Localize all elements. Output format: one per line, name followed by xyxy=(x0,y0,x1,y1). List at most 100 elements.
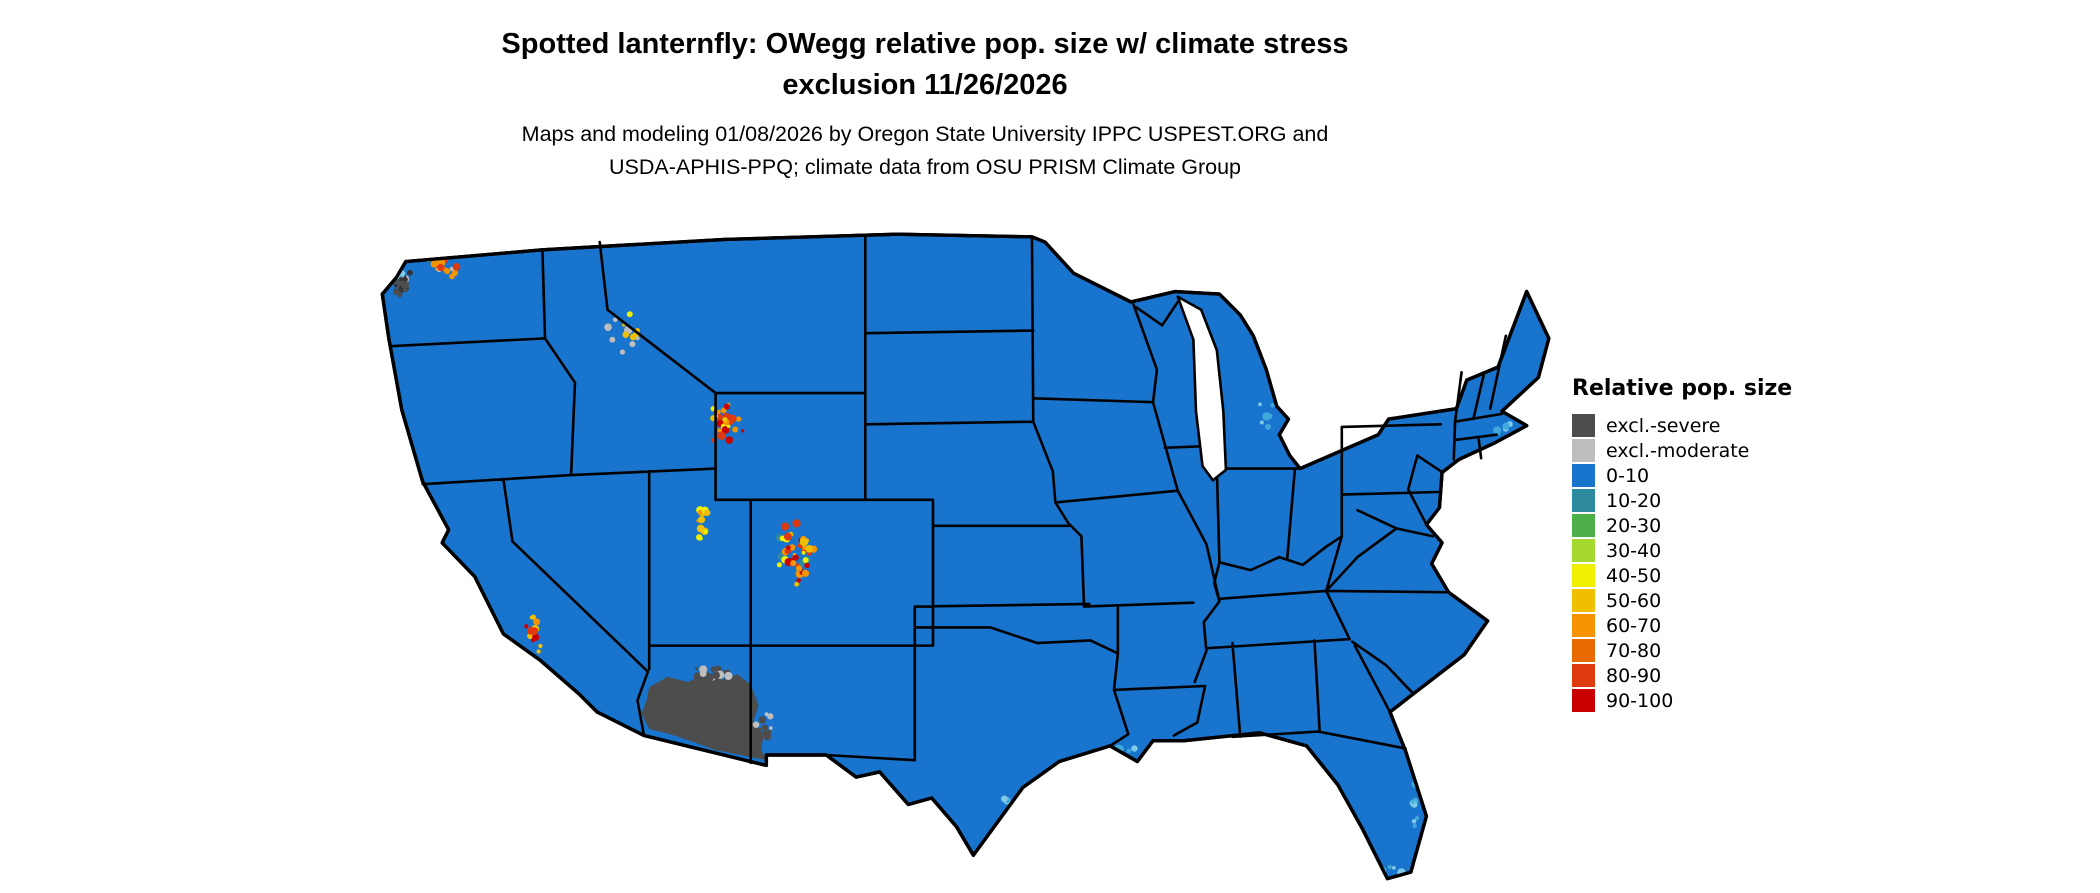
speckle-wa-north-cascades xyxy=(434,252,438,257)
legend-row: 0-10 xyxy=(1572,463,1792,488)
legend-swatch xyxy=(1572,589,1595,612)
conus-outline xyxy=(380,232,1551,881)
attribution-line-2: USDA-APHIS-PPQ; climate data from OSU PR… xyxy=(608,155,1242,180)
legend-swatch xyxy=(1572,539,1595,562)
speckle-id-mt-bitterroots xyxy=(612,317,618,323)
speckle-ut-wasatch xyxy=(703,509,711,516)
legend-row: excl.-severe xyxy=(1572,413,1792,438)
legend-swatch xyxy=(1572,439,1595,462)
speckle-id-mt-bitterroots xyxy=(626,311,633,318)
legend-label: 90-100 xyxy=(1606,689,1674,712)
legend-label: 10-20 xyxy=(1606,489,1662,512)
speckle-ut-wasatch xyxy=(700,526,705,531)
speckle-cape-cod-blue xyxy=(1502,422,1510,430)
speckle-ca-sierra-socal xyxy=(538,643,543,649)
speckle-wa-north-cascades xyxy=(437,263,445,272)
speckle-id-mt-bitterroots xyxy=(635,336,640,341)
legend-row: 10-20 xyxy=(1572,488,1792,513)
legend-row: 90-100 xyxy=(1572,688,1792,713)
map-attribution: Maps and modeling 01/08/2026 by Oregon S… xyxy=(0,118,1850,185)
speckle-la-gulf-coast-blue xyxy=(1126,748,1132,754)
speckle-id-mt-bitterroots xyxy=(622,331,630,338)
speckle-wy-yellowstone xyxy=(729,414,737,423)
speckle-id-mt-bitterroots xyxy=(629,341,636,348)
speckle-az-mogollon-gray xyxy=(712,671,720,679)
speckle-co-rockies xyxy=(802,557,809,564)
legend-row: excl.-moderate xyxy=(1572,438,1792,463)
raster-speckles xyxy=(391,252,1513,877)
speckle-ca-sierra-socal xyxy=(533,618,541,626)
speckle-co-rockies xyxy=(781,522,790,531)
speckle-la-gulf-coast-blue xyxy=(1131,745,1138,752)
speckle-mi-lakeshore-blue xyxy=(1258,402,1262,407)
speckle-wa-olympics-dark xyxy=(401,280,410,289)
speckle-id-mt-bitterroots xyxy=(629,333,637,341)
speckle-ca-sierra-socal xyxy=(530,614,536,620)
speckle-tx-coast-blue xyxy=(1000,795,1008,803)
speckle-ut-wasatch xyxy=(703,529,708,534)
speckle-mi-lakeshore-blue xyxy=(1266,413,1273,420)
speckle-id-mt-bitterroots xyxy=(619,349,626,355)
speckle-co-rockies xyxy=(796,578,801,583)
legend-swatch xyxy=(1572,414,1595,437)
page-title: Spotted lanternfly: OWegg relative pop. … xyxy=(0,24,1850,105)
speckle-az-mogollon-gray xyxy=(706,673,715,681)
speckle-fl-keys-blue xyxy=(1387,864,1392,870)
speckle-nm-south-gray xyxy=(758,716,767,724)
speckle-co-rockies xyxy=(792,554,799,561)
speckle-co-rockies xyxy=(790,559,797,566)
speckle-nm-south-gray xyxy=(752,721,760,728)
legend-swatch xyxy=(1572,489,1595,512)
speckle-wy-yellowstone xyxy=(740,429,745,433)
legend-entries: excl.-severe excl.-moderate 0-10 10-20 20-30… xyxy=(1572,413,1792,713)
speckle-wy-yellowstone xyxy=(717,409,721,414)
speckle-nm-south-gray xyxy=(762,730,769,737)
speckle-mi-lakeshore-blue xyxy=(1265,423,1271,430)
speckle-fl-east-coast-blue xyxy=(1412,823,1417,829)
legend-label: 50-60 xyxy=(1606,589,1662,612)
speckle-co-rockies xyxy=(776,562,782,568)
legend-row: 50-60 xyxy=(1572,588,1792,613)
exclusion-severe-zone xyxy=(641,671,767,761)
speckle-co-rockies xyxy=(792,519,801,528)
state-borders xyxy=(388,235,1508,765)
legend-row: 70-80 xyxy=(1572,638,1792,663)
speckle-nm-south-gray xyxy=(769,726,773,730)
map-legend: Relative pop. size excl.-severe excl.-mod… xyxy=(1572,376,1792,713)
speckle-ut-wasatch xyxy=(696,524,705,533)
speckle-wy-yellowstone xyxy=(717,431,726,440)
speckle-co-rockies xyxy=(799,537,809,547)
speckle-id-mt-bitterroots xyxy=(604,323,612,331)
legend-swatch xyxy=(1572,664,1595,687)
legend-label: 80-90 xyxy=(1606,664,1662,687)
speckle-co-rockies xyxy=(804,562,810,569)
speckle-co-rockies xyxy=(785,545,791,551)
speckle-nm-south-gray xyxy=(758,727,763,732)
legend-label: 30-40 xyxy=(1606,539,1662,562)
speckle-cape-cod-blue xyxy=(1493,426,1502,435)
speckle-mi-lakeshore-blue xyxy=(1259,420,1264,425)
speckle-az-mogollon-gray xyxy=(693,672,702,681)
speckle-wy-yellowstone xyxy=(723,403,731,410)
speckle-az-mogollon-gray xyxy=(710,666,716,672)
legend-swatch xyxy=(1572,464,1595,487)
legend-label: 20-30 xyxy=(1606,514,1662,537)
legend-swatch xyxy=(1572,564,1595,587)
legend-row: 80-90 xyxy=(1572,663,1792,688)
speckle-wy-yellowstone xyxy=(725,436,734,444)
legend-swatch xyxy=(1572,514,1595,537)
speckle-az-mogollon-gray xyxy=(694,666,699,671)
speckle-wy-yellowstone xyxy=(716,413,723,421)
speckle-nm-south-gray xyxy=(761,724,769,732)
us-map-svg xyxy=(380,232,1551,881)
speckle-ca-sierra-socal xyxy=(532,633,540,641)
speckle-co-rockies xyxy=(805,544,814,553)
legend-label: 60-70 xyxy=(1606,614,1662,637)
legend-swatch xyxy=(1572,639,1595,662)
attribution-line-1: Maps and modeling 01/08/2026 by Oregon S… xyxy=(521,122,1329,146)
speckle-ca-sierra-socal xyxy=(531,629,537,636)
speckle-wa-olympics-dark xyxy=(397,291,403,298)
speckle-fl-east-coast-blue xyxy=(1411,800,1415,804)
speckle-wy-yellowstone xyxy=(717,428,722,433)
speckle-co-rockies xyxy=(801,550,806,555)
